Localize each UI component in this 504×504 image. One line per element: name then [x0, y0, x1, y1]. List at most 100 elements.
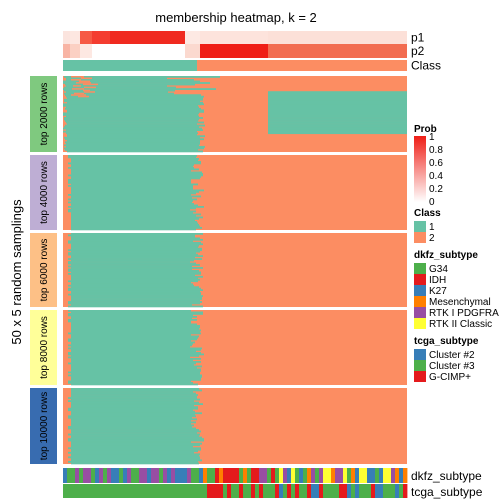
heatmap-body	[63, 76, 407, 465]
chart-title: membership heatmap, k = 2	[155, 10, 317, 25]
class-2-run	[71, 79, 81, 81]
dkfz-subtype-cell	[283, 468, 288, 483]
bottom-annotation-label: dkfz_subtype	[411, 469, 482, 483]
class-1-run	[68, 253, 198, 256]
class-1-run	[268, 114, 407, 116]
dkfz-subtype-cell	[335, 468, 340, 483]
class-1-run	[71, 243, 203, 246]
class-1-run	[63, 80, 200, 83]
p1-cell	[92, 31, 110, 44]
class-1-run	[71, 410, 195, 413]
dkfz-subtype-cell	[387, 468, 392, 483]
dkfz-subtype-cell	[263, 468, 268, 483]
class-cell	[197, 60, 407, 71]
tcga-subtype-cell	[195, 484, 200, 498]
class-1-run	[71, 453, 200, 456]
class-1-run	[71, 246, 198, 249]
class-1-run	[68, 289, 203, 292]
class-1-run	[66, 132, 198, 135]
tcga-subtype-cell	[311, 484, 316, 498]
tcga-subtype-cell	[155, 484, 160, 498]
class-1-run	[68, 374, 202, 377]
tcga-subtype-cell	[371, 484, 376, 498]
prob-tick-label: 0.8	[429, 145, 443, 156]
tcga-subtype-cell	[171, 484, 176, 498]
class-1-run	[71, 367, 197, 369]
tcga-subtype-cell	[395, 484, 400, 498]
top-annotation-label: Class	[411, 59, 441, 73]
class-1-run	[71, 364, 194, 366]
tcga-subtype-cell	[319, 484, 324, 498]
dkfz-subtype-cell	[127, 468, 132, 483]
tcga-subtype-cell	[91, 484, 96, 498]
dkfz-subtype-cell	[103, 468, 108, 483]
class-1-run	[66, 145, 205, 148]
dkfz-subtype-cell	[227, 468, 232, 483]
tcga-subtype-cell	[143, 484, 148, 498]
class-1-run	[268, 129, 407, 132]
dkfz-subtype-cell	[343, 468, 348, 483]
tcga-subtype-cell	[207, 484, 212, 498]
row-group-label: top 8000 rows	[39, 316, 50, 379]
tcga-subtype-cell	[135, 484, 140, 498]
class-1-run	[268, 101, 407, 104]
class-1-run	[71, 189, 204, 192]
tcga-subtype-cell	[267, 484, 272, 498]
class-1-run	[71, 457, 200, 460]
class-1-run	[71, 161, 201, 163]
dkfz-subtype-cell	[287, 468, 292, 483]
class-1-run	[71, 359, 193, 362]
y-axis-label: 50 x 5 random samplings	[9, 199, 24, 345]
class-1-run	[71, 183, 198, 186]
class-1-run	[268, 104, 407, 107]
class-1-run	[68, 252, 196, 255]
class-1-run	[68, 407, 198, 410]
class-1-run	[268, 103, 407, 106]
class-1-run	[71, 195, 201, 198]
class-1-run	[66, 95, 204, 98]
class-1-run	[71, 170, 191, 172]
p1-cell	[63, 31, 70, 44]
tcga-subtype-cell	[75, 484, 80, 498]
class-1-run	[71, 325, 200, 327]
class-1-run	[71, 335, 199, 338]
dkfz-subtype-cell	[379, 468, 384, 483]
legend-swatch	[414, 296, 426, 307]
tcga-subtype-cell	[295, 484, 300, 498]
class-1-run	[68, 272, 201, 275]
dkfz-subtype-cell	[107, 468, 112, 483]
class-1-run	[71, 430, 201, 433]
prob-tick-label: 0.6	[429, 158, 443, 169]
class-1-run	[71, 207, 196, 210]
tcga-subtype-cell	[151, 484, 156, 498]
class-1-run	[65, 124, 205, 127]
tcga-subtype-cell	[83, 484, 88, 498]
tcga-subtype-cell	[223, 484, 228, 498]
class-1-run	[268, 109, 407, 112]
class-1-run	[71, 462, 199, 465]
class-1-run	[68, 284, 194, 287]
class-2-run	[79, 80, 90, 83]
class-1-run	[71, 192, 196, 195]
class-1-run	[71, 444, 200, 447]
p1-cell	[70, 31, 80, 44]
tcga-subtype-cell	[115, 484, 120, 498]
dkfz-subtype-cell	[203, 468, 208, 483]
tcga-subtype-cell	[391, 484, 396, 498]
dkfz-subtype-cell	[395, 468, 400, 483]
class-1-run	[64, 92, 174, 95]
class-1-run	[68, 382, 193, 384]
row-group-box	[30, 388, 57, 464]
class-1-run	[268, 112, 407, 115]
class-1-run	[71, 346, 190, 348]
class-1-run	[68, 305, 203, 308]
class-1-run	[268, 130, 407, 133]
dkfz-subtype-cell	[147, 468, 152, 483]
class-1-run	[68, 234, 195, 237]
tcga-subtype-cell	[339, 484, 344, 498]
tcga-subtype-cell	[299, 484, 304, 498]
class-1-run	[66, 129, 203, 132]
class-1-run	[68, 400, 194, 402]
class-1-run	[71, 222, 198, 225]
p1-cell	[268, 31, 407, 44]
